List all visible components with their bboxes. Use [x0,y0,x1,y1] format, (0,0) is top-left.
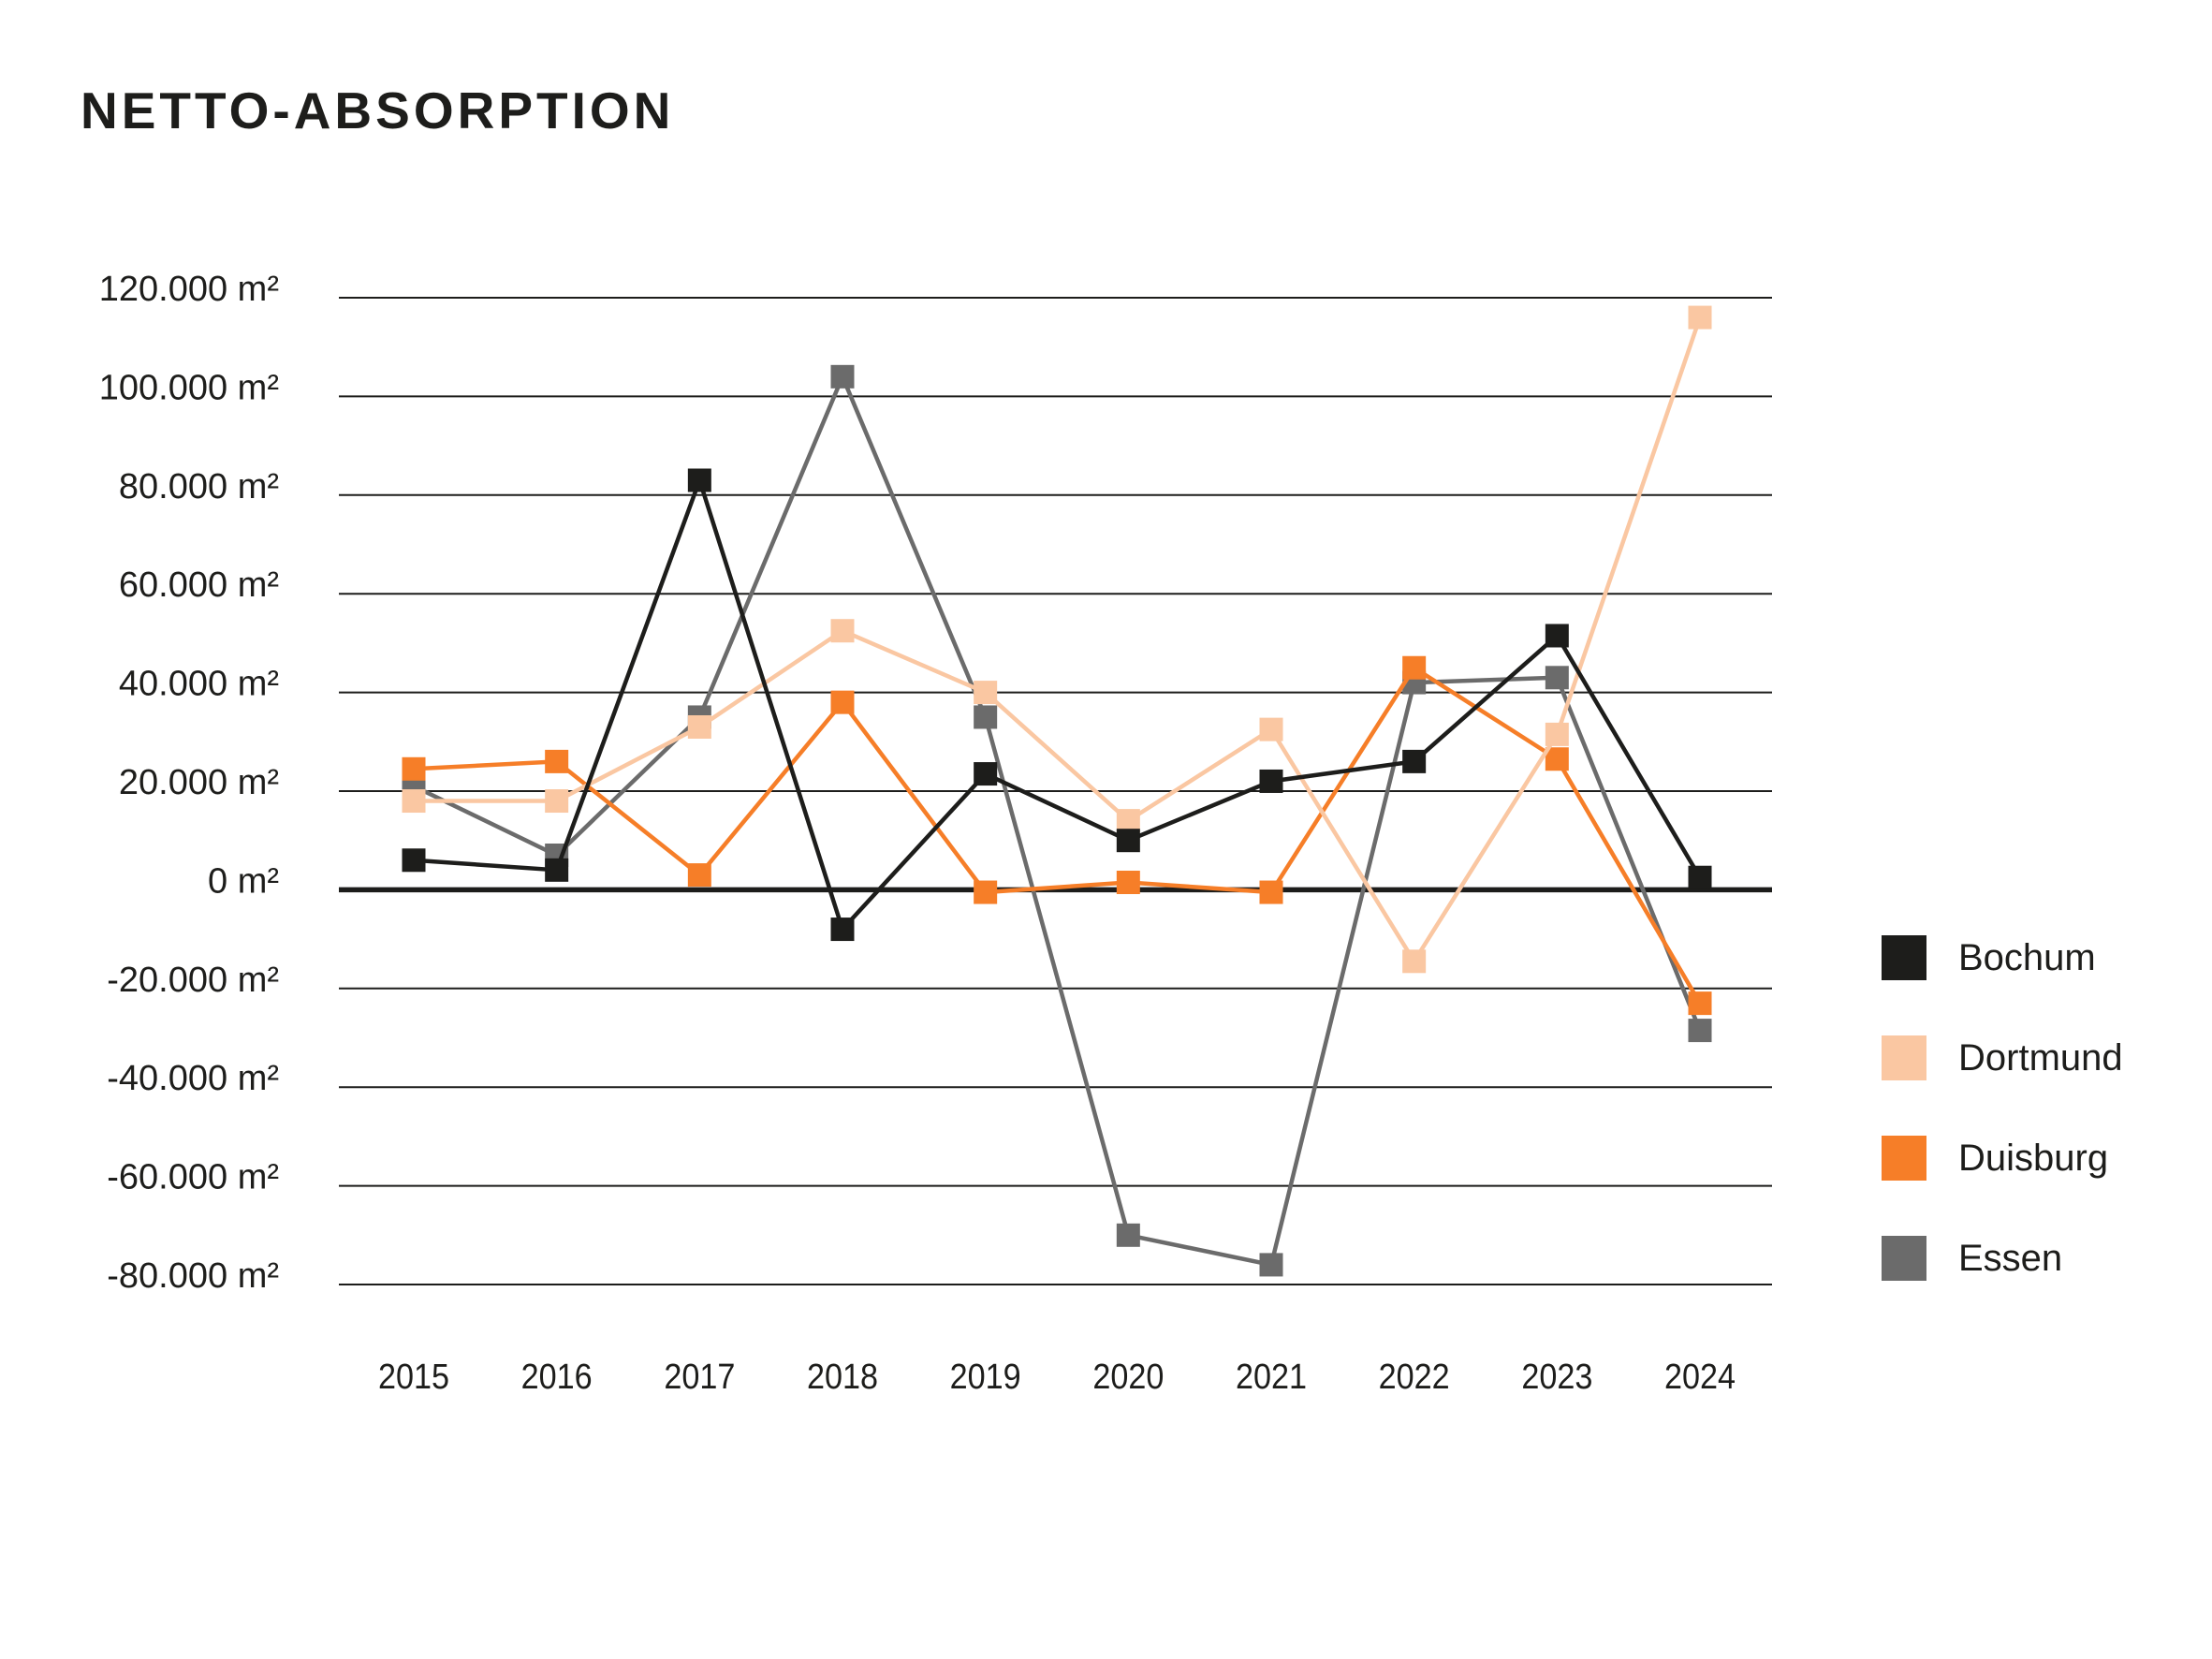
x-tick-label: 2021 [1236,1356,1307,1396]
marker-duisburg-2019 [974,880,998,904]
y-tick-label: 80.000 m² [119,467,279,507]
legend-label-duisburg: Duisburg [1958,1138,2109,1179]
x-tick-label: 2020 [1092,1356,1164,1396]
y-tick-label: 40.000 m² [119,665,279,704]
legend-item-dortmund: Dortmund [1882,1035,2123,1080]
marker-essen-2018 [830,364,855,389]
marker-bochum-2024 [1688,865,1712,889]
y-tick-label: -60.000 m² [107,1158,279,1197]
x-tick-label: 2019 [950,1356,1021,1396]
axis-label-layer: 120.000 m² 100.000 m² 80.000 m² 60.000 m² 40… [99,270,1736,1397]
marker-bochum-2022 [1402,749,1427,773]
marker-dortmund-2018 [830,619,855,643]
y-tick-label: -80.000 m² [107,1256,279,1296]
marker-bochum-2023 [1545,624,1569,648]
marker-essen-2019 [974,705,998,729]
marker-duisburg-2024 [1688,991,1712,1016]
marker-duisburg-2020 [1116,870,1140,894]
marker-bochum-2020 [1116,829,1140,853]
series-layer [402,305,1712,1277]
legend-swatch-bochum [1882,935,1926,980]
x-tick-label: 2023 [1521,1356,1592,1396]
legend-swatch-dortmund [1882,1035,1926,1080]
marker-essen-2020 [1116,1223,1140,1247]
marker-dortmund-2015 [402,789,426,814]
y-tick-label: 60.000 m² [119,565,279,605]
legend-swatch-duisburg [1882,1136,1926,1181]
legend-label-dortmund: Dortmund [1958,1037,2123,1079]
y-tick-label: -40.000 m² [107,1059,279,1098]
marker-dortmund-2017 [687,714,711,739]
marker-dortmund-2024 [1688,305,1712,330]
x-tick-label: 2022 [1379,1356,1450,1396]
marker-duisburg-2017 [687,863,711,888]
y-tick-label: 20.000 m² [119,763,279,802]
marker-essen-2024 [1688,1019,1712,1043]
marker-duisburg-2021 [1259,880,1283,904]
marker-dortmund-2020 [1116,809,1140,833]
marker-essen-2023 [1545,666,1569,690]
x-tick-label: 2018 [807,1356,878,1396]
marker-dortmund-2016 [545,789,569,814]
series-line-dortmund [414,316,1703,966]
y-tick-label: 0 m² [208,861,279,901]
legend-label-essen: Essen [1958,1238,2063,1279]
grid-layer [339,297,1772,1285]
series-line-essen [413,371,1703,1268]
marker-duisburg-2022 [1402,655,1427,680]
marker-bochum-2021 [1259,769,1283,793]
legend-item-bochum: Bochum [1882,935,2123,980]
marker-duisburg-2016 [545,749,569,773]
y-tick-label: 120.000 m² [99,270,279,309]
marker-duisburg-2018 [830,690,855,714]
marker-bochum-2017 [687,468,711,492]
series-line-bochum [413,474,1702,933]
y-tick-label: 100.000 m² [99,368,279,407]
legend-item-essen: Essen [1882,1236,2123,1281]
x-tick-label: 2016 [521,1356,593,1396]
x-tick-label: 2017 [664,1356,735,1396]
page-title: NETTO-ABSORPTION [81,81,675,139]
legend-label-bochum: Bochum [1958,937,2096,978]
legend-swatch-essen [1882,1236,1926,1281]
marker-duisburg-2023 [1545,747,1569,771]
marker-dortmund-2021 [1259,717,1283,741]
marker-dortmund-2019 [974,681,998,705]
y-tick-label: -20.000 m² [107,961,279,1000]
marker-dortmund-2022 [1402,949,1427,974]
marker-duisburg-2015 [402,756,426,781]
legend: Bochum Dortmund Duisburg Essen [1882,935,2123,1281]
marker-bochum-2019 [974,762,998,786]
marker-bochum-2016 [545,858,569,882]
marker-bochum-2018 [830,918,855,942]
series-line-duisburg [413,665,1702,1005]
x-tick-label: 2024 [1664,1356,1736,1396]
marker-bochum-2015 [402,848,426,873]
marker-dortmund-2023 [1545,722,1569,746]
x-tick-label: 2015 [378,1356,449,1396]
legend-item-duisburg: Duisburg [1882,1136,2123,1181]
marker-essen-2021 [1259,1253,1283,1277]
